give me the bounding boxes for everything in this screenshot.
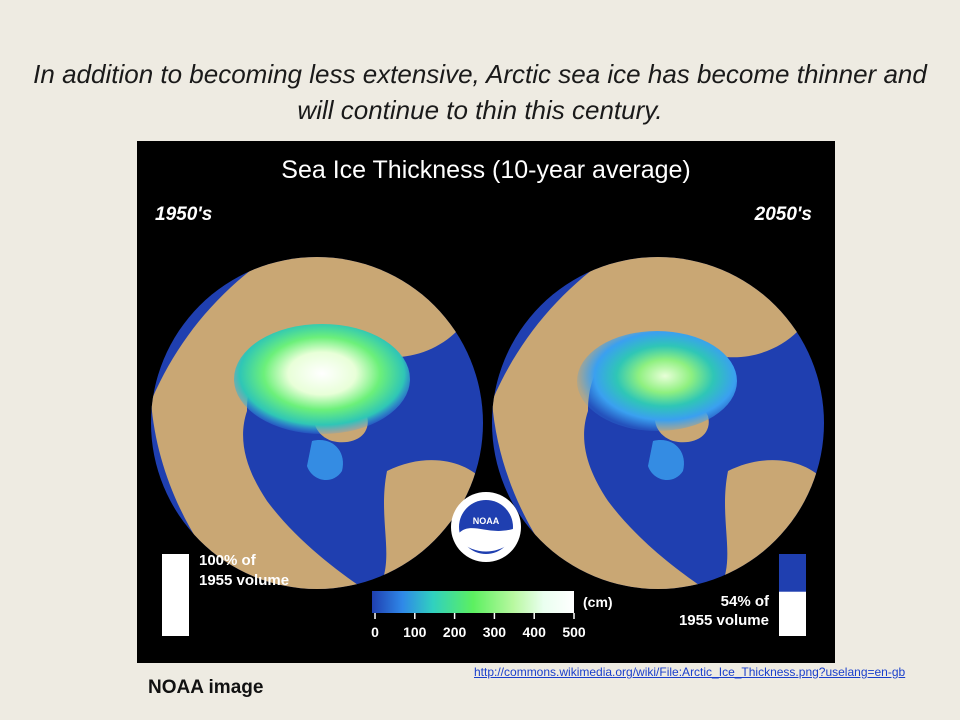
thickness-colorbar: (cm) 0 100 200 300 400 500 <box>371 591 613 640</box>
source-link[interactable]: http://commons.wikimedia.org/wiki/File:A… <box>474 665 906 679</box>
colorbar-tick-label: 400 <box>523 624 547 640</box>
right-volume-indicator: 54% of 1955 volume <box>679 554 806 636</box>
colorbar-tick-label: 100 <box>403 624 427 640</box>
right-volume-label-1: 54% of <box>721 593 770 610</box>
right-volume-label-2: 1955 volume <box>679 612 769 629</box>
globe-1950s <box>151 257 483 589</box>
slide-title: In addition to becoming less extensive, … <box>33 59 927 125</box>
left-volume-indicator: 100% of 1955 volume <box>162 552 289 636</box>
left-volume-label-2: 1955 volume <box>199 572 289 589</box>
colorbar-unit: (cm) <box>583 594 613 610</box>
left-volume-bar-fill <box>162 554 189 636</box>
left-volume-label-1: 100% of <box>199 552 257 569</box>
colorbar-tick-label: 200 <box>443 624 467 640</box>
noaa-logo-text: NOAA <box>473 516 500 526</box>
colorbar-tick-label: 0 <box>371 624 379 640</box>
noaa-logo: NOAA <box>451 492 521 562</box>
colorbar-gradient <box>372 591 574 613</box>
figure-title: Sea Ice Thickness (10-year average) <box>281 156 690 184</box>
right-era-label: 2050's <box>754 204 812 225</box>
right-volume-bar-fill <box>779 591 806 636</box>
left-era-label: 1950's <box>155 204 212 225</box>
sea-ice-figure: Sea Ice Thickness (10-year average) 1950… <box>137 141 835 663</box>
colorbar-tick-label: 300 <box>483 624 507 640</box>
globe-2050s <box>492 257 824 589</box>
image-caption: NOAA image <box>148 677 264 698</box>
colorbar-tick-label: 500 <box>562 624 586 640</box>
